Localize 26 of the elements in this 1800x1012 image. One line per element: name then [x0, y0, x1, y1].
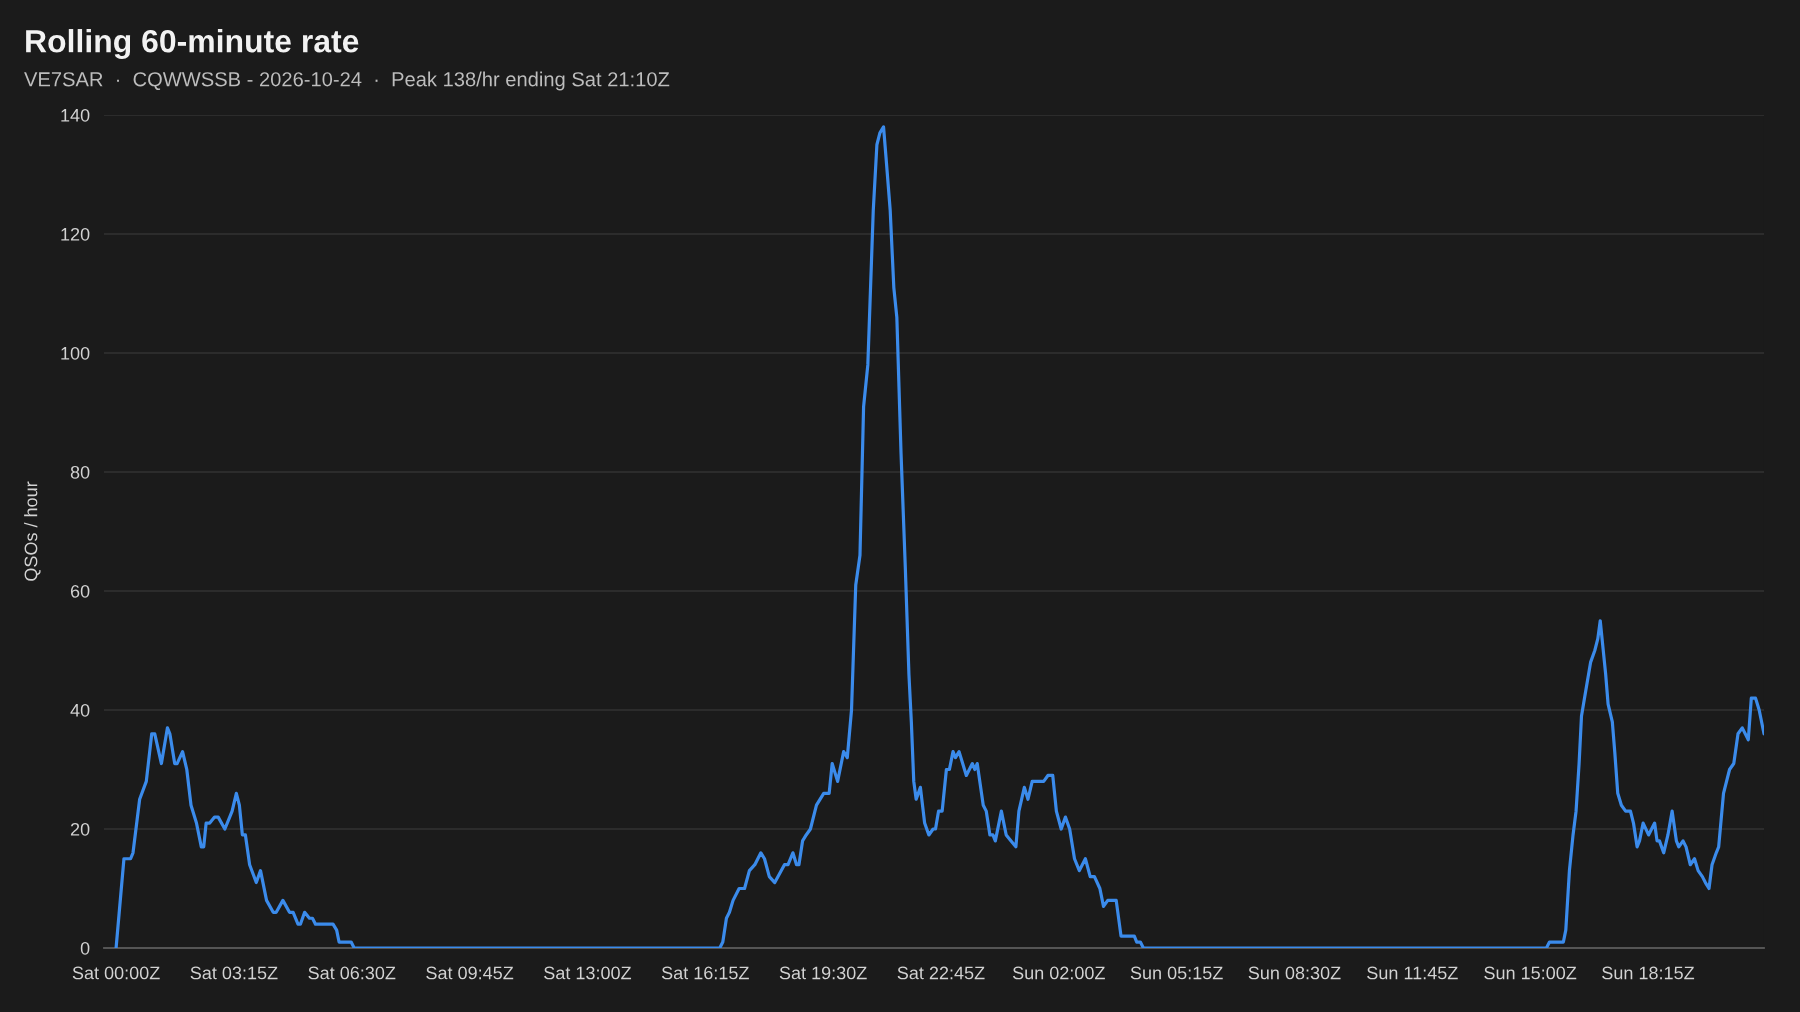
- x-tick-label: Sat 22:45Z: [897, 966, 985, 980]
- y-tick-label: 80: [70, 465, 90, 479]
- y-tick-label: 120: [61, 227, 90, 241]
- chart-title: Rolling 60-minute rate: [26, 29, 359, 59]
- y-tick-label: 60: [70, 584, 90, 598]
- y-tick-label: 140: [61, 108, 90, 122]
- y-axis-title: QSOs / hour: [24, 481, 41, 581]
- x-tick-label: Sun 02:00Z: [1012, 966, 1105, 980]
- x-tick-label: Sun 18:15Z: [1602, 966, 1695, 980]
- x-tick-label: Sat 00:00Z: [72, 966, 160, 980]
- x-tick-label: Sat 06:30Z: [308, 966, 396, 980]
- y-tick-label: 100: [61, 346, 90, 360]
- x-tick-label: Sun 08:30Z: [1248, 966, 1341, 980]
- y-tick-label: 40: [70, 703, 90, 717]
- y-tick-label: 0: [80, 941, 90, 955]
- chart-subtitle: VE7SAR · CQWWSSB - 2026-10-24 · Peak 138/hr ending Sat 21:10Z: [24, 71, 670, 91]
- line-series: [114, 125, 1764, 948]
- y-tick-label: 20: [70, 822, 90, 836]
- x-tick-label: Sat 13:00Z: [544, 966, 632, 980]
- x-tick-label: Sun 05:15Z: [1130, 966, 1223, 980]
- x-tick-label: Sat 09:45Z: [426, 966, 514, 980]
- x-tick-label: Sat 19:30Z: [779, 966, 867, 980]
- x-tick-label: Sat 03:15Z: [190, 966, 278, 980]
- x-tick-label: Sun 11:45Z: [1367, 966, 1458, 980]
- x-tick-label: Sat 16:15Z: [661, 966, 749, 980]
- x-tick-label: Sun 15:00Z: [1484, 966, 1577, 980]
